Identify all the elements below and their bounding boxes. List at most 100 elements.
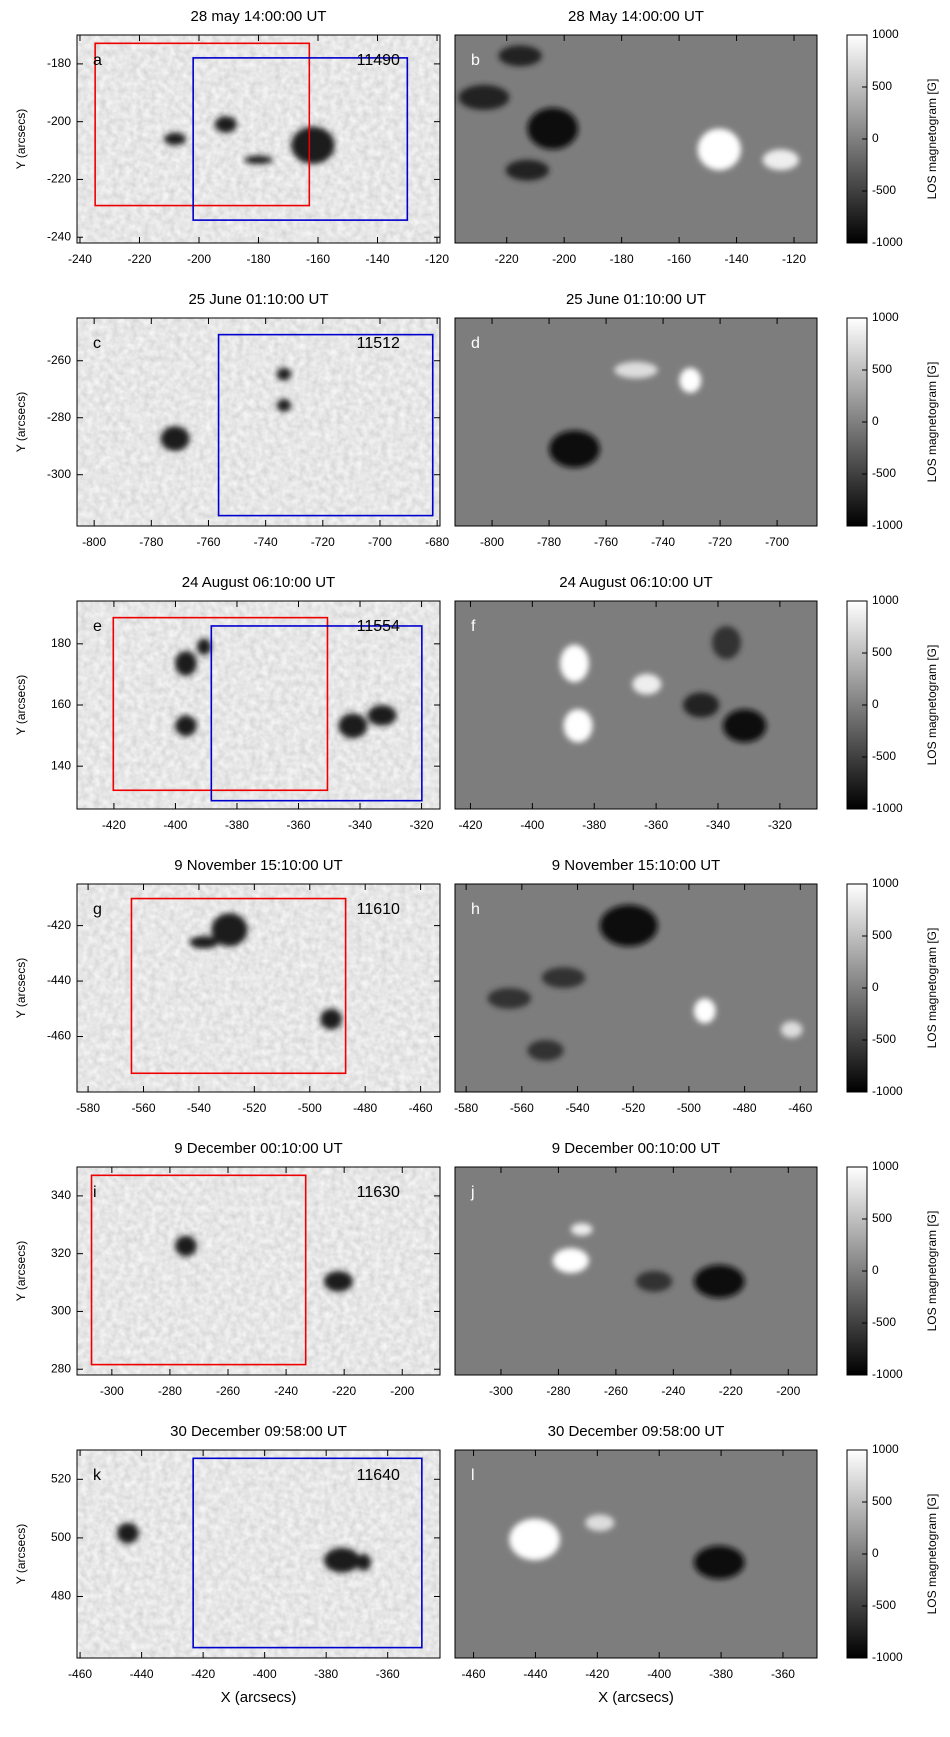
magnetogram-image	[455, 1167, 817, 1375]
x-tick-label: -420	[585, 1667, 609, 1681]
feature	[527, 107, 579, 150]
feature	[214, 116, 237, 133]
colorbar-tick-label: -1000	[872, 1084, 903, 1098]
y-tick-label: -460	[47, 1029, 71, 1043]
x-tick-label: -560	[131, 1101, 155, 1115]
x-tick-label: -380	[225, 818, 249, 832]
colorbar-tick-label: 1000	[872, 310, 899, 324]
x-tick-label: -200	[552, 252, 576, 266]
x-tick-label: -400	[520, 818, 544, 832]
x-tick-label: -420	[191, 1667, 215, 1681]
colorbar-tick-label: -500	[872, 1598, 896, 1612]
fov-box	[217, 333, 434, 517]
feature	[636, 1271, 673, 1292]
x-tick-label: -240	[274, 1384, 298, 1398]
colorbar-tick-label: 500	[872, 928, 892, 942]
x-tick-label: -280	[158, 1384, 182, 1398]
features	[552, 1223, 745, 1299]
y-tick-label: 320	[51, 1246, 71, 1260]
y-tick-label: -200	[47, 114, 71, 128]
x-tick-label: -360	[286, 818, 310, 832]
feature	[712, 625, 741, 660]
fov-box	[94, 42, 311, 207]
panel-frame	[454, 1166, 818, 1376]
panel-title: 28 May 14:00:00 UT	[568, 8, 704, 25]
colorbar-tick-label: 500	[872, 1494, 892, 1508]
y-tick-label: 180	[51, 636, 71, 650]
x-tick-label: -180	[246, 252, 270, 266]
x-tick-label: -220	[332, 1384, 356, 1398]
feature	[693, 1264, 745, 1299]
panel-frame	[454, 1449, 818, 1659]
colorbar-tick-label: -500	[872, 183, 896, 197]
colorbar-tick-label: 0	[872, 697, 879, 711]
feature	[509, 1518, 560, 1561]
x-tick-label: -800	[82, 535, 106, 549]
colorbar-tick-label: -1000	[872, 1650, 903, 1664]
feature	[160, 426, 190, 452]
continuum-image	[77, 35, 440, 243]
panel-frame	[454, 600, 818, 810]
y-tick-label: 340	[51, 1188, 71, 1202]
features	[559, 625, 767, 743]
features	[549, 361, 702, 468]
region-number: 11490	[357, 52, 400, 69]
x-tick-label: -320	[768, 818, 792, 832]
feature	[175, 1235, 197, 1257]
feature	[498, 45, 542, 67]
magnetogram-image	[455, 601, 817, 809]
panel-label: k	[93, 1467, 102, 1484]
colorbar-tick-label: 1000	[872, 1159, 899, 1173]
fov-box	[192, 57, 409, 221]
feature	[164, 132, 186, 146]
feature	[679, 367, 702, 393]
colorbar-tick-label: -500	[872, 1032, 896, 1046]
feature	[527, 1040, 564, 1061]
colorbar-tick-label: 500	[872, 645, 892, 659]
panel-title: 25 June 01:10:00 UT	[188, 291, 328, 308]
x-tick-label: -340	[348, 818, 372, 832]
y-tick-label: 480	[51, 1589, 71, 1603]
feature	[632, 673, 662, 695]
feature	[458, 84, 510, 110]
features	[189, 913, 342, 1030]
panel-frame	[76, 317, 441, 527]
x-tick-label: -220	[719, 1384, 743, 1398]
y-tick-label: -260	[47, 353, 71, 367]
x-tick-label: -480	[733, 1101, 757, 1115]
x-tick-label: -140	[366, 252, 390, 266]
panel-title: 28 may 14:00:00 UT	[191, 8, 327, 25]
feature	[338, 713, 368, 739]
y-tick-label: -300	[47, 467, 71, 481]
feature	[505, 159, 550, 181]
x-tick-label: -580	[454, 1101, 478, 1115]
x-tick-label: -380	[709, 1667, 733, 1681]
colorbar-tick-label: -500	[872, 1315, 896, 1329]
region-number: 11640	[357, 1467, 400, 1484]
magnetogram-image	[455, 1450, 817, 1658]
x-axis-label: X (arcsecs)	[598, 1689, 674, 1706]
y-tick-label: -220	[47, 172, 71, 186]
y-tick-label: -180	[47, 56, 71, 70]
x-tick-label: -340	[706, 818, 730, 832]
x-tick-label: -480	[353, 1101, 377, 1115]
x-tick-label: -400	[647, 1667, 671, 1681]
panel-frame	[454, 883, 818, 1093]
colorbar-tick-label: 0	[872, 414, 879, 428]
x-tick-label: -220	[495, 252, 519, 266]
x-tick-label: -120	[425, 252, 449, 266]
colorbar-label: LOS magnetogram [G]	[925, 928, 939, 1049]
x-tick-label: -120	[782, 252, 806, 266]
feature	[693, 998, 716, 1024]
x-tick-label: -240	[661, 1384, 685, 1398]
features	[175, 1235, 353, 1292]
x-tick-label: -220	[127, 252, 151, 266]
x-tick-label: -140	[725, 252, 749, 266]
x-tick-label: -500	[298, 1101, 322, 1115]
colorbar-tick-label: 0	[872, 1546, 879, 1560]
y-tick-label: -280	[47, 410, 71, 424]
continuum-image	[77, 318, 440, 526]
x-tick-label: -400	[253, 1667, 277, 1681]
y-tick-label: 140	[51, 758, 71, 772]
x-tick-label: -300	[100, 1384, 124, 1398]
